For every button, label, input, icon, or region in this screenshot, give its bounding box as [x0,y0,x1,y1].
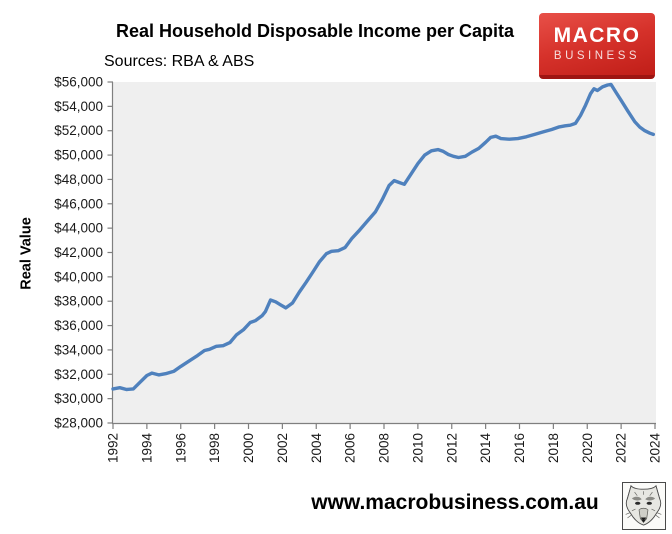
y-tick-label: $44,000 [54,221,103,236]
y-tick-label: $32,000 [54,367,103,382]
y-tick-label: $36,000 [54,318,103,333]
chart-subtitle: Sources: RBA & ABS [104,53,255,70]
x-tick-label: 2024 [648,433,663,464]
y-tick-label: $34,000 [54,342,103,357]
x-tick-label: 2016 [512,433,527,463]
x-tick-label: 2008 [377,433,392,463]
y-tick-label: $28,000 [54,416,103,431]
series-line [111,82,655,392]
x-tick-label: 2020 [580,433,595,463]
x-tick-label: 2014 [478,433,493,464]
logo-text-business: BUSINESS [553,50,641,62]
chart-title: Real Household Disposable Income per Cap… [115,21,515,41]
x-tick-label: 1992 [106,433,121,463]
x-tick-label: 2022 [614,433,629,463]
y-tick-label: $42,000 [54,245,103,260]
macrobusiness-logo: MACRO BUSINESS [539,13,655,79]
x-tick-label: 1994 [139,433,154,464]
x-tick-label: 2004 [309,433,324,464]
x-tick-label: 2012 [444,433,459,463]
y-tick-label: $56,000 [54,75,103,90]
x-tick-label: 1996 [173,433,188,463]
y-tick-label: $50,000 [54,148,103,163]
x-tick-label: 2006 [343,433,358,463]
y-tick-label: $52,000 [54,123,103,138]
y-tick-label: $30,000 [54,391,103,406]
x-tick-label: 2000 [241,433,256,463]
y-tick-label: $38,000 [54,294,103,309]
y-tick-label: $40,000 [54,269,103,284]
y-tick-label: $54,000 [54,99,103,114]
wolf-logo-icon [622,482,666,530]
x-tick-label: 1998 [207,433,222,463]
wolf-drawing [625,484,662,526]
footer-url: www.macrobusiness.com.au [311,491,599,514]
y-tick-label: $48,000 [54,172,103,187]
plot-background [113,82,656,423]
logo-text-macro: MACRO [553,24,641,47]
y-tick-label: $46,000 [54,196,103,211]
x-tick-label: 2018 [546,433,561,463]
x-tick-label: 2010 [410,433,425,463]
x-tick-label: 2002 [275,433,290,463]
